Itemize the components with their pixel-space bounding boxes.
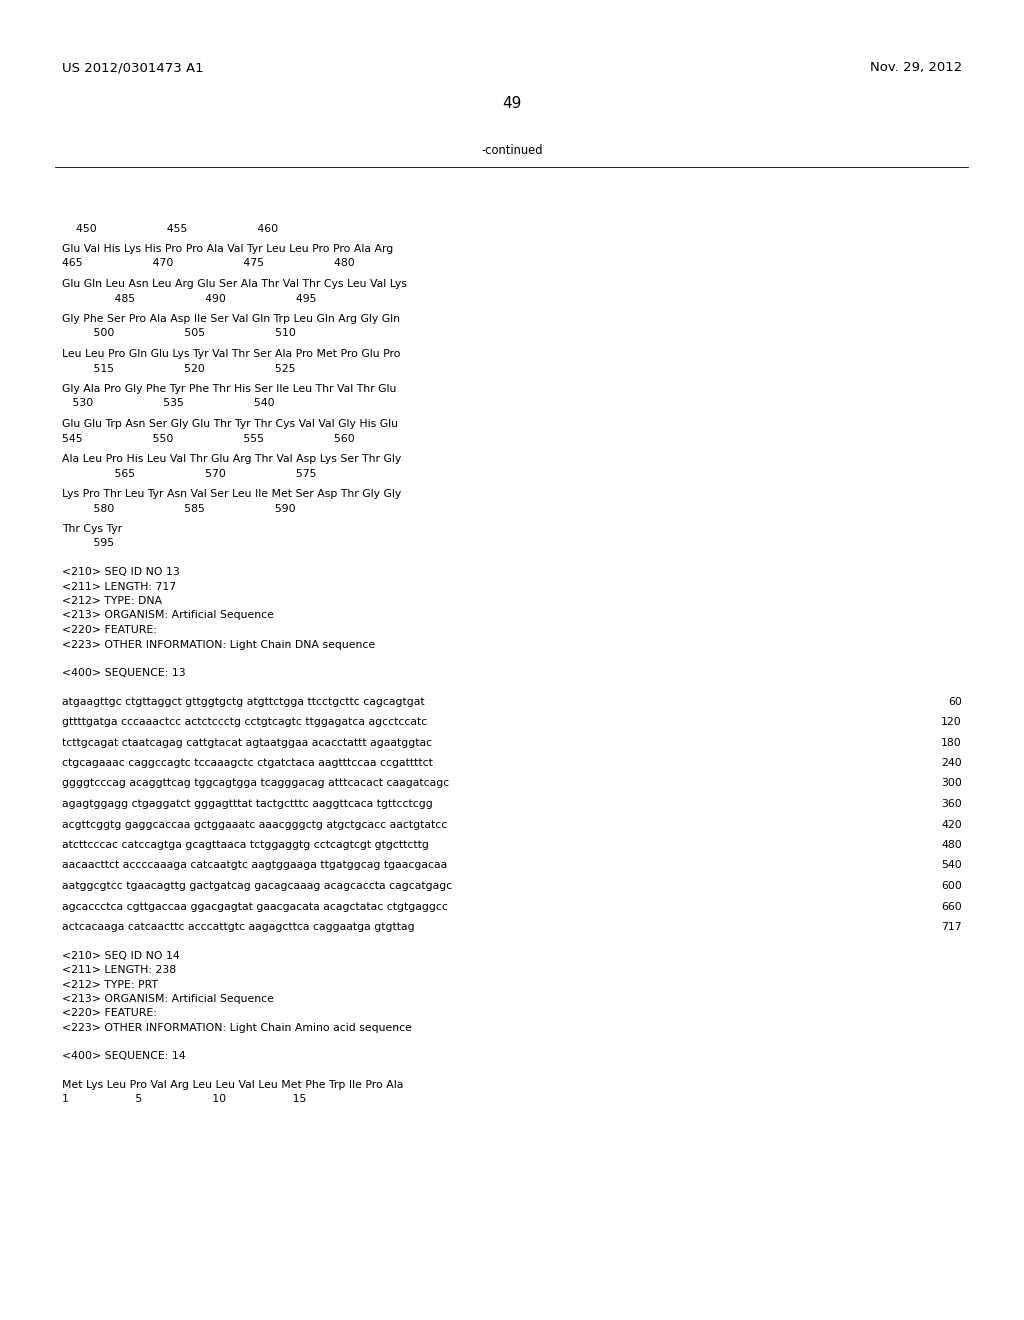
- Text: <220> FEATURE:: <220> FEATURE:: [62, 624, 157, 635]
- Text: 545                    550                    555                    560: 545 550 555 560: [62, 433, 354, 444]
- Text: Met Lys Leu Pro Val Arg Leu Leu Val Leu Met Phe Trp Ile Pro Ala: Met Lys Leu Pro Val Arg Leu Leu Val Leu …: [62, 1080, 403, 1090]
- Text: <223> OTHER INFORMATION: Light Chain DNA sequence: <223> OTHER INFORMATION: Light Chain DNA…: [62, 639, 375, 649]
- Text: Leu Leu Pro Gln Glu Lys Tyr Val Thr Ser Ala Pro Met Pro Glu Pro: Leu Leu Pro Gln Glu Lys Tyr Val Thr Ser …: [62, 348, 400, 359]
- Text: US 2012/0301473 A1: US 2012/0301473 A1: [62, 62, 204, 74]
- Text: tcttgcagat ctaatcagag cattgtacat agtaatggaa acacctattt agaatggtac: tcttgcagat ctaatcagag cattgtacat agtaatg…: [62, 738, 432, 747]
- Text: <210> SEQ ID NO 14: <210> SEQ ID NO 14: [62, 950, 180, 961]
- Text: <220> FEATURE:: <220> FEATURE:: [62, 1008, 157, 1019]
- Text: agagtggagg ctgaggatct gggagtttat tactgctttc aaggttcaca tgttcctcgg: agagtggagg ctgaggatct gggagtttat tactgct…: [62, 799, 433, 809]
- Text: gttttgatga cccaaactcc actctccctg cctgtcagtc ttggagatca agcctccatc: gttttgatga cccaaactcc actctccctg cctgtca…: [62, 717, 427, 727]
- Text: atgaagttgc ctgttaggct gttggtgctg atgttctgga ttcctgcttc cagcagtgat: atgaagttgc ctgttaggct gttggtgctg atgttct…: [62, 697, 425, 706]
- Text: ctgcagaaac caggccagtc tccaaagctc ctgatctaca aagtttccaa ccgattttct: ctgcagaaac caggccagtc tccaaagctc ctgatct…: [62, 758, 433, 768]
- Text: aatggcgtcc tgaacagttg gactgatcag gacagcaaag acagcaccta cagcatgagc: aatggcgtcc tgaacagttg gactgatcag gacagca…: [62, 880, 453, 891]
- Text: 240: 240: [941, 758, 962, 768]
- Text: Glu Gln Leu Asn Leu Arg Glu Ser Ala Thr Val Thr Cys Leu Val Lys: Glu Gln Leu Asn Leu Arg Glu Ser Ala Thr …: [62, 279, 407, 289]
- Text: Gly Phe Ser Pro Ala Asp Ile Ser Val Gln Trp Leu Gln Arg Gly Gln: Gly Phe Ser Pro Ala Asp Ile Ser Val Gln …: [62, 314, 400, 323]
- Text: Thr Cys Tyr: Thr Cys Tyr: [62, 524, 122, 535]
- Text: Gly Ala Pro Gly Phe Tyr Phe Thr His Ser Ile Leu Thr Val Thr Glu: Gly Ala Pro Gly Phe Tyr Phe Thr His Ser …: [62, 384, 396, 393]
- Text: 420: 420: [941, 820, 962, 829]
- Text: <211> LENGTH: 717: <211> LENGTH: 717: [62, 582, 176, 591]
- Text: Glu Glu Trp Asn Ser Gly Glu Thr Tyr Thr Cys Val Val Gly His Glu: Glu Glu Trp Asn Ser Gly Glu Thr Tyr Thr …: [62, 418, 398, 429]
- Text: 300: 300: [941, 779, 962, 788]
- Text: -continued: -continued: [481, 144, 543, 157]
- Text: 717: 717: [941, 921, 962, 932]
- Text: 595: 595: [62, 539, 114, 549]
- Text: <400> SEQUENCE: 13: <400> SEQUENCE: 13: [62, 668, 185, 678]
- Text: 465                    470                    475                    480: 465 470 475 480: [62, 259, 354, 268]
- Text: ggggtcccag acaggttcag tggcagtgga tcagggacag atttcacact caagatcagc: ggggtcccag acaggttcag tggcagtgga tcaggga…: [62, 779, 450, 788]
- Text: agcaccctca cgttgaccaa ggacgagtat gaacgacata acagctatac ctgtgaggcc: agcaccctca cgttgaccaa ggacgagtat gaacgac…: [62, 902, 447, 912]
- Text: 485                    490                    495: 485 490 495: [62, 293, 316, 304]
- Text: <211> LENGTH: 238: <211> LENGTH: 238: [62, 965, 176, 975]
- Text: <212> TYPE: DNA: <212> TYPE: DNA: [62, 597, 162, 606]
- Text: <212> TYPE: PRT: <212> TYPE: PRT: [62, 979, 158, 990]
- Text: <400> SEQUENCE: 14: <400> SEQUENCE: 14: [62, 1052, 185, 1061]
- Text: 540: 540: [941, 861, 962, 870]
- Text: aacaacttct accccaaaga catcaatgtc aagtggaaga ttgatggcag tgaacgacaa: aacaacttct accccaaaga catcaatgtc aagtgga…: [62, 861, 447, 870]
- Text: 180: 180: [941, 738, 962, 747]
- Text: 600: 600: [941, 880, 962, 891]
- Text: Ala Leu Pro His Leu Val Thr Glu Arg Thr Val Asp Lys Ser Thr Gly: Ala Leu Pro His Leu Val Thr Glu Arg Thr …: [62, 454, 401, 465]
- Text: <210> SEQ ID NO 13: <210> SEQ ID NO 13: [62, 568, 180, 577]
- Text: 530                    535                    540: 530 535 540: [62, 399, 274, 408]
- Text: <213> ORGANISM: Artificial Sequence: <213> ORGANISM: Artificial Sequence: [62, 610, 273, 620]
- Text: 360: 360: [941, 799, 962, 809]
- Text: 1                   5                    10                   15: 1 5 10 15: [62, 1094, 306, 1105]
- Text: actcacaaga catcaacttc acccattgtc aagagcttca caggaatga gtgttag: actcacaaga catcaacttc acccattgtc aagagct…: [62, 921, 415, 932]
- Text: 480: 480: [941, 840, 962, 850]
- Text: Nov. 29, 2012: Nov. 29, 2012: [869, 62, 962, 74]
- Text: acgttcggtg gaggcaccaa gctggaaatc aaacgggctg atgctgcacc aactgtatcc: acgttcggtg gaggcaccaa gctggaaatc aaacggg…: [62, 820, 447, 829]
- Text: Lys Pro Thr Leu Tyr Asn Val Ser Leu Ile Met Ser Asp Thr Gly Gly: Lys Pro Thr Leu Tyr Asn Val Ser Leu Ile …: [62, 488, 401, 499]
- Text: 565                    570                    575: 565 570 575: [62, 469, 316, 479]
- Text: 120: 120: [941, 717, 962, 727]
- Text: 500                    505                    510: 500 505 510: [62, 329, 296, 338]
- Text: Glu Val His Lys His Pro Pro Ala Val Tyr Leu Leu Pro Pro Ala Arg: Glu Val His Lys His Pro Pro Ala Val Tyr …: [62, 244, 393, 253]
- Text: <223> OTHER INFORMATION: Light Chain Amino acid sequence: <223> OTHER INFORMATION: Light Chain Ami…: [62, 1023, 412, 1034]
- Text: 660: 660: [941, 902, 962, 912]
- Text: 60: 60: [948, 697, 962, 706]
- Text: 515                    520                    525: 515 520 525: [62, 363, 296, 374]
- Text: 49: 49: [503, 95, 521, 111]
- Text: <213> ORGANISM: Artificial Sequence: <213> ORGANISM: Artificial Sequence: [62, 994, 273, 1005]
- Text: 450                    455                    460: 450 455 460: [62, 223, 279, 234]
- Text: atcttcccac catccagtga gcagttaaca tctggaggtg cctcagtcgt gtgcttcttg: atcttcccac catccagtga gcagttaaca tctggag…: [62, 840, 429, 850]
- Text: 580                    585                    590: 580 585 590: [62, 503, 296, 513]
